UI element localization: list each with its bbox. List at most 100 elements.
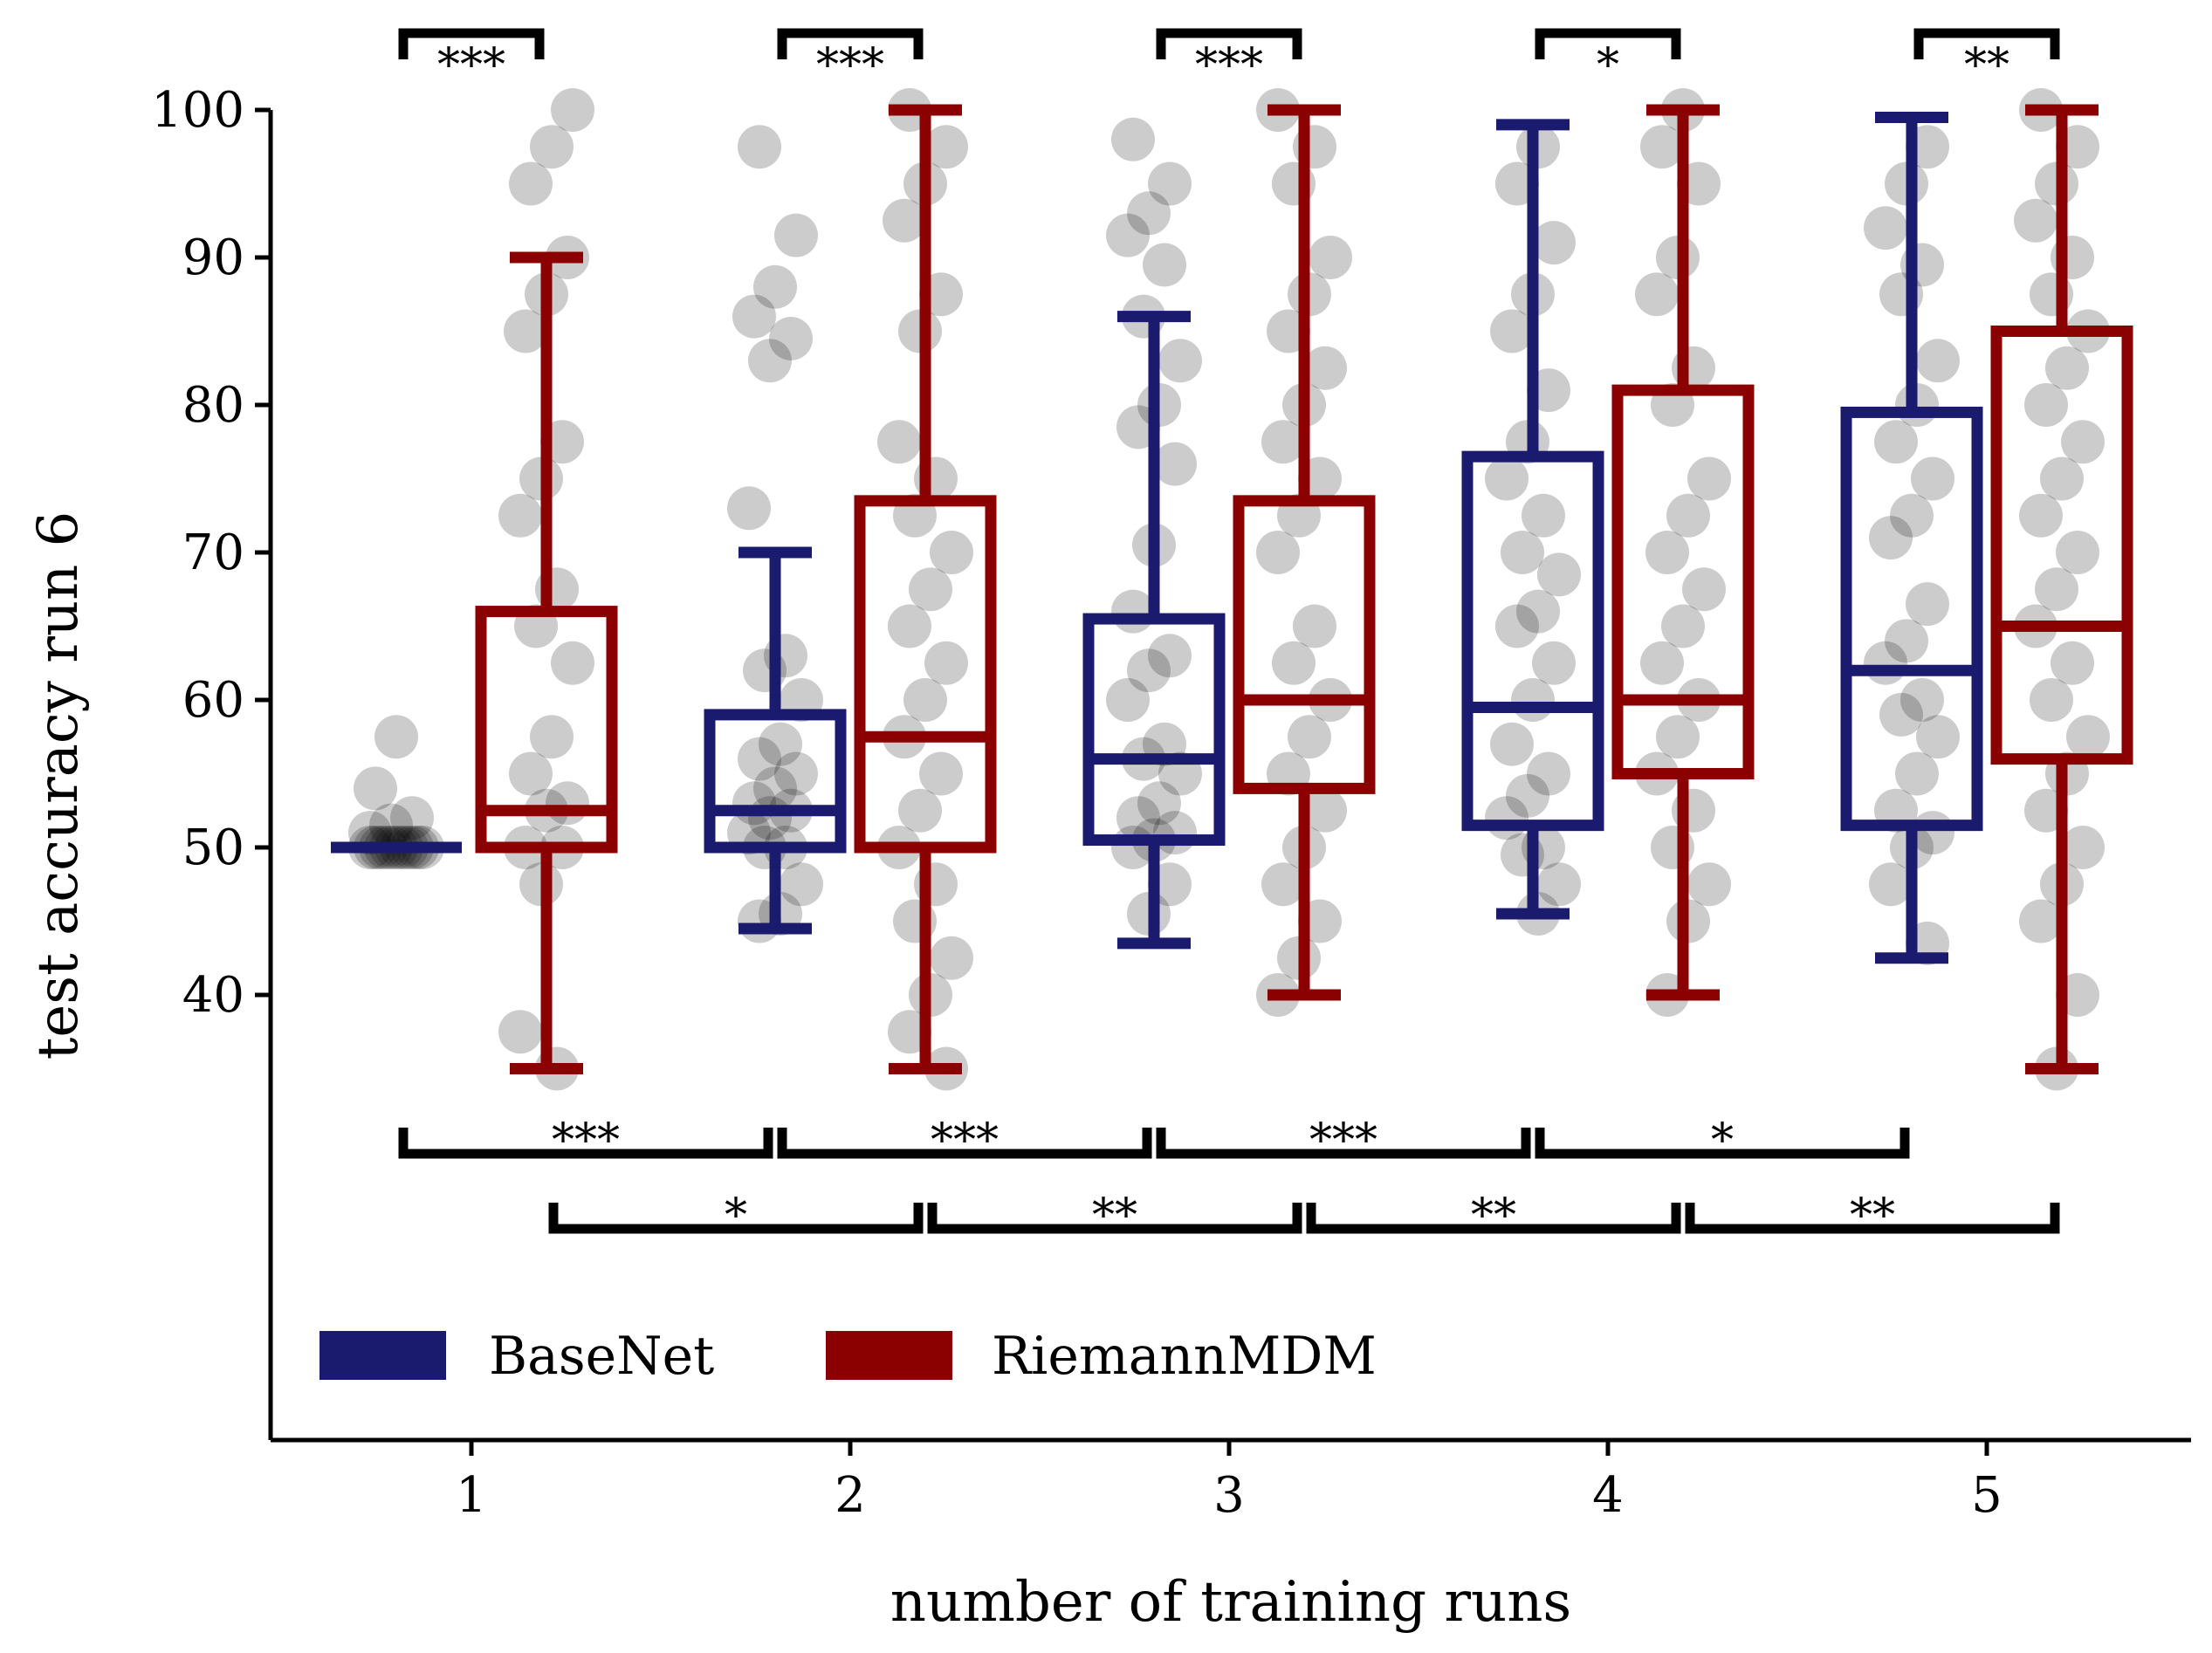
bracket-methods-4: * bbox=[1535, 28, 1681, 92]
data-point bbox=[2035, 567, 2078, 612]
data-point bbox=[774, 213, 818, 257]
data-point bbox=[530, 125, 574, 169]
x-tick-label: 5 bbox=[1971, 1467, 2002, 1524]
bracket-line bbox=[1156, 1128, 1531, 1159]
data-point bbox=[2030, 678, 2073, 722]
data-point bbox=[1293, 604, 1336, 648]
data-point bbox=[1256, 531, 1300, 574]
box-body bbox=[1611, 384, 1755, 779]
data-point bbox=[1511, 678, 1555, 722]
data-point bbox=[1490, 722, 1534, 766]
data-point bbox=[498, 1010, 542, 1054]
box-body bbox=[1840, 406, 1983, 832]
box-body bbox=[1082, 613, 1226, 847]
bracket-line bbox=[398, 28, 545, 59]
data-point bbox=[888, 604, 931, 648]
data-point bbox=[759, 722, 802, 766]
data-point bbox=[1656, 715, 1700, 759]
data-point bbox=[1495, 604, 1539, 648]
data-point bbox=[2066, 715, 2110, 759]
data-point bbox=[769, 316, 813, 360]
data-point bbox=[1874, 420, 1918, 464]
bracket-riemann-4-5: ** bbox=[1685, 1190, 2060, 1242]
data-point bbox=[1272, 641, 1316, 685]
data-point bbox=[1303, 788, 1347, 833]
data-point bbox=[727, 486, 771, 531]
bracket-riemann-2-3: ** bbox=[927, 1190, 1302, 1242]
y-tick-label: 90 bbox=[182, 230, 244, 286]
data-point bbox=[1137, 781, 1181, 826]
data-point bbox=[1895, 751, 1939, 796]
bracket-line bbox=[1913, 28, 2060, 59]
y-tick-label: 80 bbox=[182, 377, 244, 434]
data-point bbox=[2056, 531, 2099, 574]
box-body bbox=[1233, 495, 1376, 794]
data-point bbox=[551, 641, 594, 685]
significance-label: ** bbox=[1964, 39, 2009, 92]
data-point bbox=[903, 678, 947, 722]
bracket-methods-1: *** bbox=[398, 28, 545, 92]
y-tick-label: 100 bbox=[151, 82, 244, 139]
data-point bbox=[2019, 493, 2063, 538]
bracket-riemann-1-2: * bbox=[548, 1190, 924, 1242]
data-point bbox=[546, 781, 589, 826]
bracket-methods-5: ** bbox=[1913, 28, 2060, 92]
data-point bbox=[738, 125, 781, 169]
data-point bbox=[509, 161, 553, 206]
axes-group: 40 50 60 70 80 90 100 1 2 3 4 5 bbox=[151, 82, 2191, 1524]
box-body bbox=[475, 606, 618, 854]
x-axis-label: number of training runs bbox=[890, 1570, 1572, 1635]
box-riemannmdm-4 bbox=[1611, 104, 1755, 1001]
data-point bbox=[1879, 692, 1923, 737]
data-point bbox=[1537, 552, 1581, 597]
bracket-line bbox=[1685, 1203, 2060, 1234]
data-point bbox=[2061, 420, 2105, 464]
data-point bbox=[1916, 339, 1960, 383]
data-point bbox=[898, 788, 942, 833]
x-tick-label: 1 bbox=[456, 1467, 487, 1524]
data-point bbox=[1106, 213, 1150, 257]
bracket-line bbox=[927, 1203, 1302, 1234]
legend: BaseNet RiemannMDM bbox=[319, 1326, 1377, 1387]
legend-label-basenet: BaseNet bbox=[489, 1326, 714, 1387]
data-point bbox=[2019, 899, 2063, 943]
data-point bbox=[2024, 383, 2068, 427]
data-point bbox=[1532, 221, 1576, 265]
data-point bbox=[1522, 493, 1565, 538]
significance-label: *** bbox=[1309, 1115, 1377, 1167]
data-point bbox=[1906, 582, 1949, 627]
y-tick-label: 60 bbox=[182, 672, 244, 729]
bracket-methods-3: *** bbox=[1156, 28, 1302, 92]
data-point bbox=[930, 936, 973, 980]
significance-label: ** bbox=[1092, 1190, 1137, 1242]
data-point bbox=[877, 420, 921, 464]
bracket-riemann-3-4: ** bbox=[1306, 1190, 1681, 1242]
data-point bbox=[1261, 862, 1305, 907]
data-point bbox=[2040, 456, 2084, 501]
significance-label: *** bbox=[437, 39, 505, 92]
data-point bbox=[1869, 516, 1913, 560]
data-point bbox=[1645, 531, 1689, 574]
data-point bbox=[1666, 493, 1710, 538]
significance-label: ** bbox=[1471, 1190, 1516, 1242]
box-body bbox=[1990, 326, 2133, 765]
data-point bbox=[924, 641, 968, 685]
box-riemannmdm-5 bbox=[1990, 104, 2133, 1074]
significance-label: *** bbox=[816, 39, 884, 92]
bracket-basenet-4-5: * bbox=[1535, 1115, 1910, 1167]
data-point bbox=[2051, 641, 2094, 685]
data-point bbox=[2045, 346, 2089, 390]
data-point bbox=[1303, 346, 1347, 390]
data-point bbox=[498, 493, 542, 538]
data-point bbox=[1916, 715, 1960, 759]
data-point bbox=[753, 766, 797, 811]
data-point bbox=[1911, 456, 1954, 501]
significance-label: * bbox=[1597, 39, 1619, 92]
x-tick-label: 3 bbox=[1213, 1467, 1245, 1524]
bracket-methods-2: *** bbox=[777, 28, 924, 92]
data-point bbox=[748, 339, 792, 383]
x-tick-label: 4 bbox=[1592, 1467, 1624, 1524]
y-tick-label: 70 bbox=[182, 525, 244, 581]
data-point bbox=[1501, 531, 1544, 574]
